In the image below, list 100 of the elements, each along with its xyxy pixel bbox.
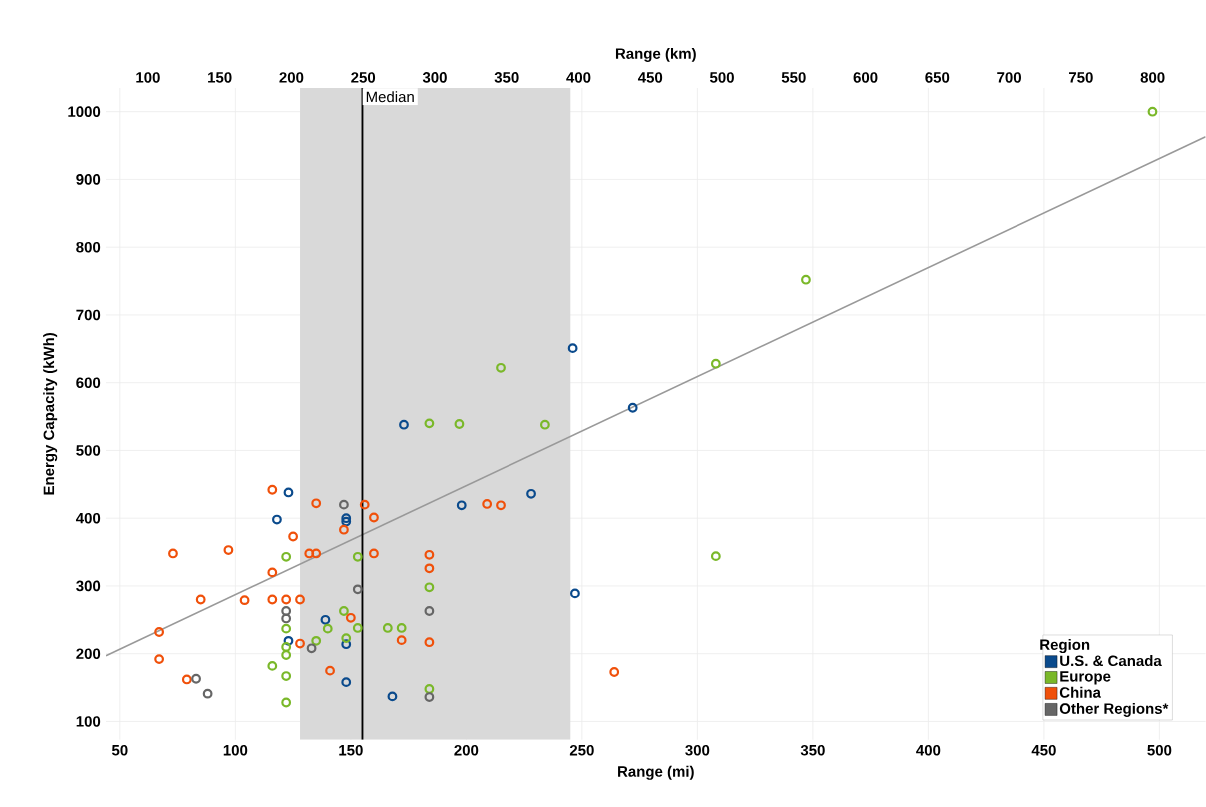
point	[399, 419, 409, 430]
point	[325, 665, 335, 676]
point	[339, 524, 349, 535]
point	[281, 552, 292, 562]
point	[424, 637, 435, 648]
point	[267, 567, 278, 578]
point	[1147, 106, 1158, 117]
x-axis-title: Range (mi)	[618, 765, 694, 780]
point	[526, 489, 536, 499]
point	[281, 671, 292, 682]
point	[540, 419, 550, 430]
point	[627, 403, 638, 413]
y-tick-label: 900	[76, 174, 101, 185]
point	[304, 548, 315, 559]
point	[295, 594, 305, 605]
x2-tick-label: 100	[136, 72, 160, 83]
point	[339, 606, 349, 617]
point	[369, 548, 379, 559]
point	[496, 500, 506, 511]
point	[352, 552, 363, 562]
x2-tick-label: 150	[208, 72, 232, 83]
point	[154, 627, 165, 638]
point	[281, 594, 292, 605]
point	[341, 677, 352, 688]
point	[345, 613, 356, 623]
x-tick-label: 350	[800, 745, 825, 756]
y-tick-label: 600	[76, 377, 101, 389]
x2-tick-label: 450	[637, 72, 663, 83]
point	[454, 419, 465, 430]
point	[311, 636, 322, 646]
y-tick-label: 400	[75, 513, 101, 524]
legend-label: Other Regions*	[1059, 703, 1169, 718]
y-axis-title: Energy Capacity (kWh)	[43, 333, 58, 495]
point	[239, 595, 250, 606]
x-tick-label: 100	[223, 745, 248, 756]
point	[283, 487, 294, 498]
x2-tick-label: 200	[279, 72, 304, 83]
y-tick-label: 1000	[68, 106, 101, 118]
x2-tick-label: 350	[494, 72, 519, 83]
x-tick-label: 150	[339, 745, 363, 756]
point	[424, 684, 435, 694]
point	[341, 639, 352, 650]
point	[283, 636, 294, 646]
point	[191, 674, 201, 684]
x-tick-label: 200	[454, 745, 479, 756]
point	[424, 550, 435, 560]
x2-tick-label: 500	[709, 72, 734, 83]
point	[710, 358, 721, 369]
x2-tick-label: 550	[781, 72, 806, 83]
point	[306, 643, 317, 654]
point	[341, 633, 352, 644]
y-tick-label: 200	[76, 648, 101, 660]
x-tick-label: 500	[1147, 745, 1172, 756]
legend-title: Region	[1040, 639, 1090, 654]
x2-tick-label: 650	[925, 72, 950, 83]
point	[339, 499, 349, 510]
point	[322, 623, 333, 634]
point	[281, 650, 292, 661]
point	[424, 606, 435, 617]
point	[281, 642, 292, 652]
point	[369, 512, 379, 523]
x-tick-label: 50	[111, 745, 128, 756]
point	[267, 661, 278, 671]
point	[311, 498, 322, 509]
x-tick-label: 400	[916, 745, 941, 756]
point	[272, 514, 282, 525]
point	[281, 697, 292, 708]
point	[382, 623, 393, 633]
y-tick-label: 700	[76, 309, 101, 321]
x2-tick-label: 700	[997, 72, 1021, 83]
point	[387, 691, 398, 702]
point	[424, 563, 435, 574]
point	[710, 551, 721, 562]
point	[202, 688, 213, 699]
point	[311, 548, 322, 559]
point	[567, 343, 578, 354]
x2-tick-label: 300	[422, 72, 447, 83]
point	[281, 606, 292, 617]
point	[281, 613, 292, 624]
point	[181, 674, 192, 685]
point	[168, 548, 178, 559]
point	[267, 484, 278, 495]
point	[482, 499, 493, 510]
point	[320, 615, 331, 625]
x-tick-label: 450	[1031, 745, 1056, 756]
point	[424, 582, 435, 593]
point	[396, 623, 407, 633]
point	[295, 638, 305, 649]
point	[496, 363, 506, 373]
legend-label: Europe	[1060, 671, 1111, 685]
y-tick-label: 100	[76, 716, 101, 727]
x-tick-label: 300	[685, 745, 710, 756]
x2-tick-label: 750	[1069, 72, 1093, 83]
ref-line-label: Median	[366, 91, 414, 103]
point	[396, 635, 407, 646]
point	[424, 418, 435, 429]
legend-label: U.S. & Canada	[1060, 655, 1162, 667]
point	[609, 667, 620, 678]
x2-tick-label: 600	[853, 72, 878, 83]
y-tick-label: 500	[76, 445, 101, 456]
